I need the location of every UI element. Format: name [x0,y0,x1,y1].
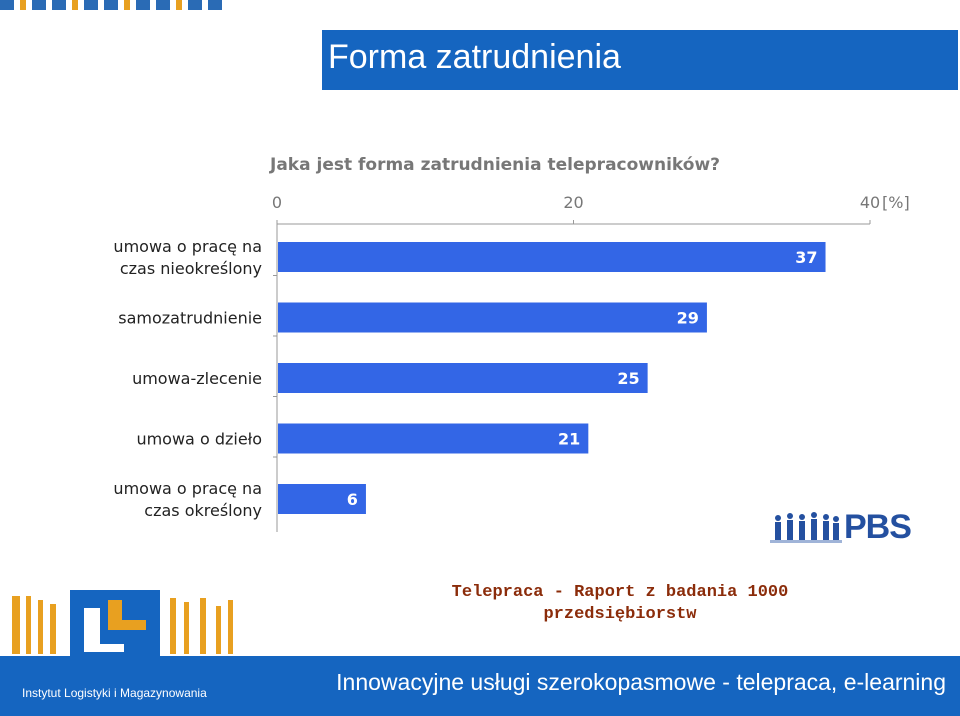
pbs-logo: PBS [770,508,920,546]
category-label: umowa o pracę na czas nieokreślony [113,237,262,278]
stripe-block [0,0,14,10]
x-tick-label: 40 [860,193,880,212]
bar-value-label: 6 [347,490,358,509]
stripe-block [156,0,170,10]
bar-value-label: 21 [558,430,580,449]
chart-bars: 37 29 25 21 6 [278,242,826,514]
bar [278,363,648,393]
bar [278,302,707,333]
category-label: umowa o pracę na czas określony [113,479,262,520]
chart-title: Jaka jest forma zatrudnienia telepracown… [269,155,720,175]
stripe-block [72,0,78,10]
bar [278,484,366,514]
chart-category-labels: umowa o pracę na czas nieokreślony samozat… [113,237,262,520]
report-caption-line-2: przedsiębiorstw [543,605,697,624]
report-caption: Telepraca - Raport z badania 1000 przeds… [420,582,820,626]
bar-value-label: 25 [617,369,639,388]
stripe-block [136,0,150,10]
employment-form-bar-chart: Jaka jest forma zatrudnienia telepracown… [113,155,910,532]
slide-title-bar: Forma zatrudnienia [322,30,958,90]
stripe-block [84,0,98,10]
x-tick-label: 0 [272,193,282,212]
people-silhouettes-icon [770,512,842,543]
stripe-block [52,0,66,10]
slide-title: Forma zatrudnienia [328,38,621,76]
stripe-block [208,0,222,10]
x-tick-label: 20 [563,193,583,212]
category-label: umowa-zlecenie [132,369,262,388]
bar-value-label: 37 [795,248,817,267]
stripe-block [188,0,202,10]
pbs-logo-text: PBS [844,508,912,546]
chart-axes: 0 20 40 [%] [272,193,910,532]
category-label: samozatrudnienie [118,309,262,328]
stripe-block [124,0,130,10]
footer-text: Innowacyjne usługi szerokopasmowe - tele… [336,669,946,695]
institute-logo-graphic [12,590,233,660]
stripe-block [32,0,46,10]
stripe-block [104,0,118,10]
stripe-block [20,0,26,10]
report-caption-line-1: Telepraca - Raport z badania 1000 [451,583,789,602]
stripe-block [176,0,182,10]
bar [278,423,589,454]
category-label: umowa o dzieło [136,430,262,449]
x-unit-label: [%] [882,193,910,212]
bar [278,242,826,272]
bar-value-label: 29 [677,309,699,328]
top-decorative-stripe [0,0,320,12]
footer-bar: Instytut Logistyki i Magazynowania Innow… [0,656,960,716]
institute-name: Instytut Logistyki i Magazynowania [22,686,207,700]
